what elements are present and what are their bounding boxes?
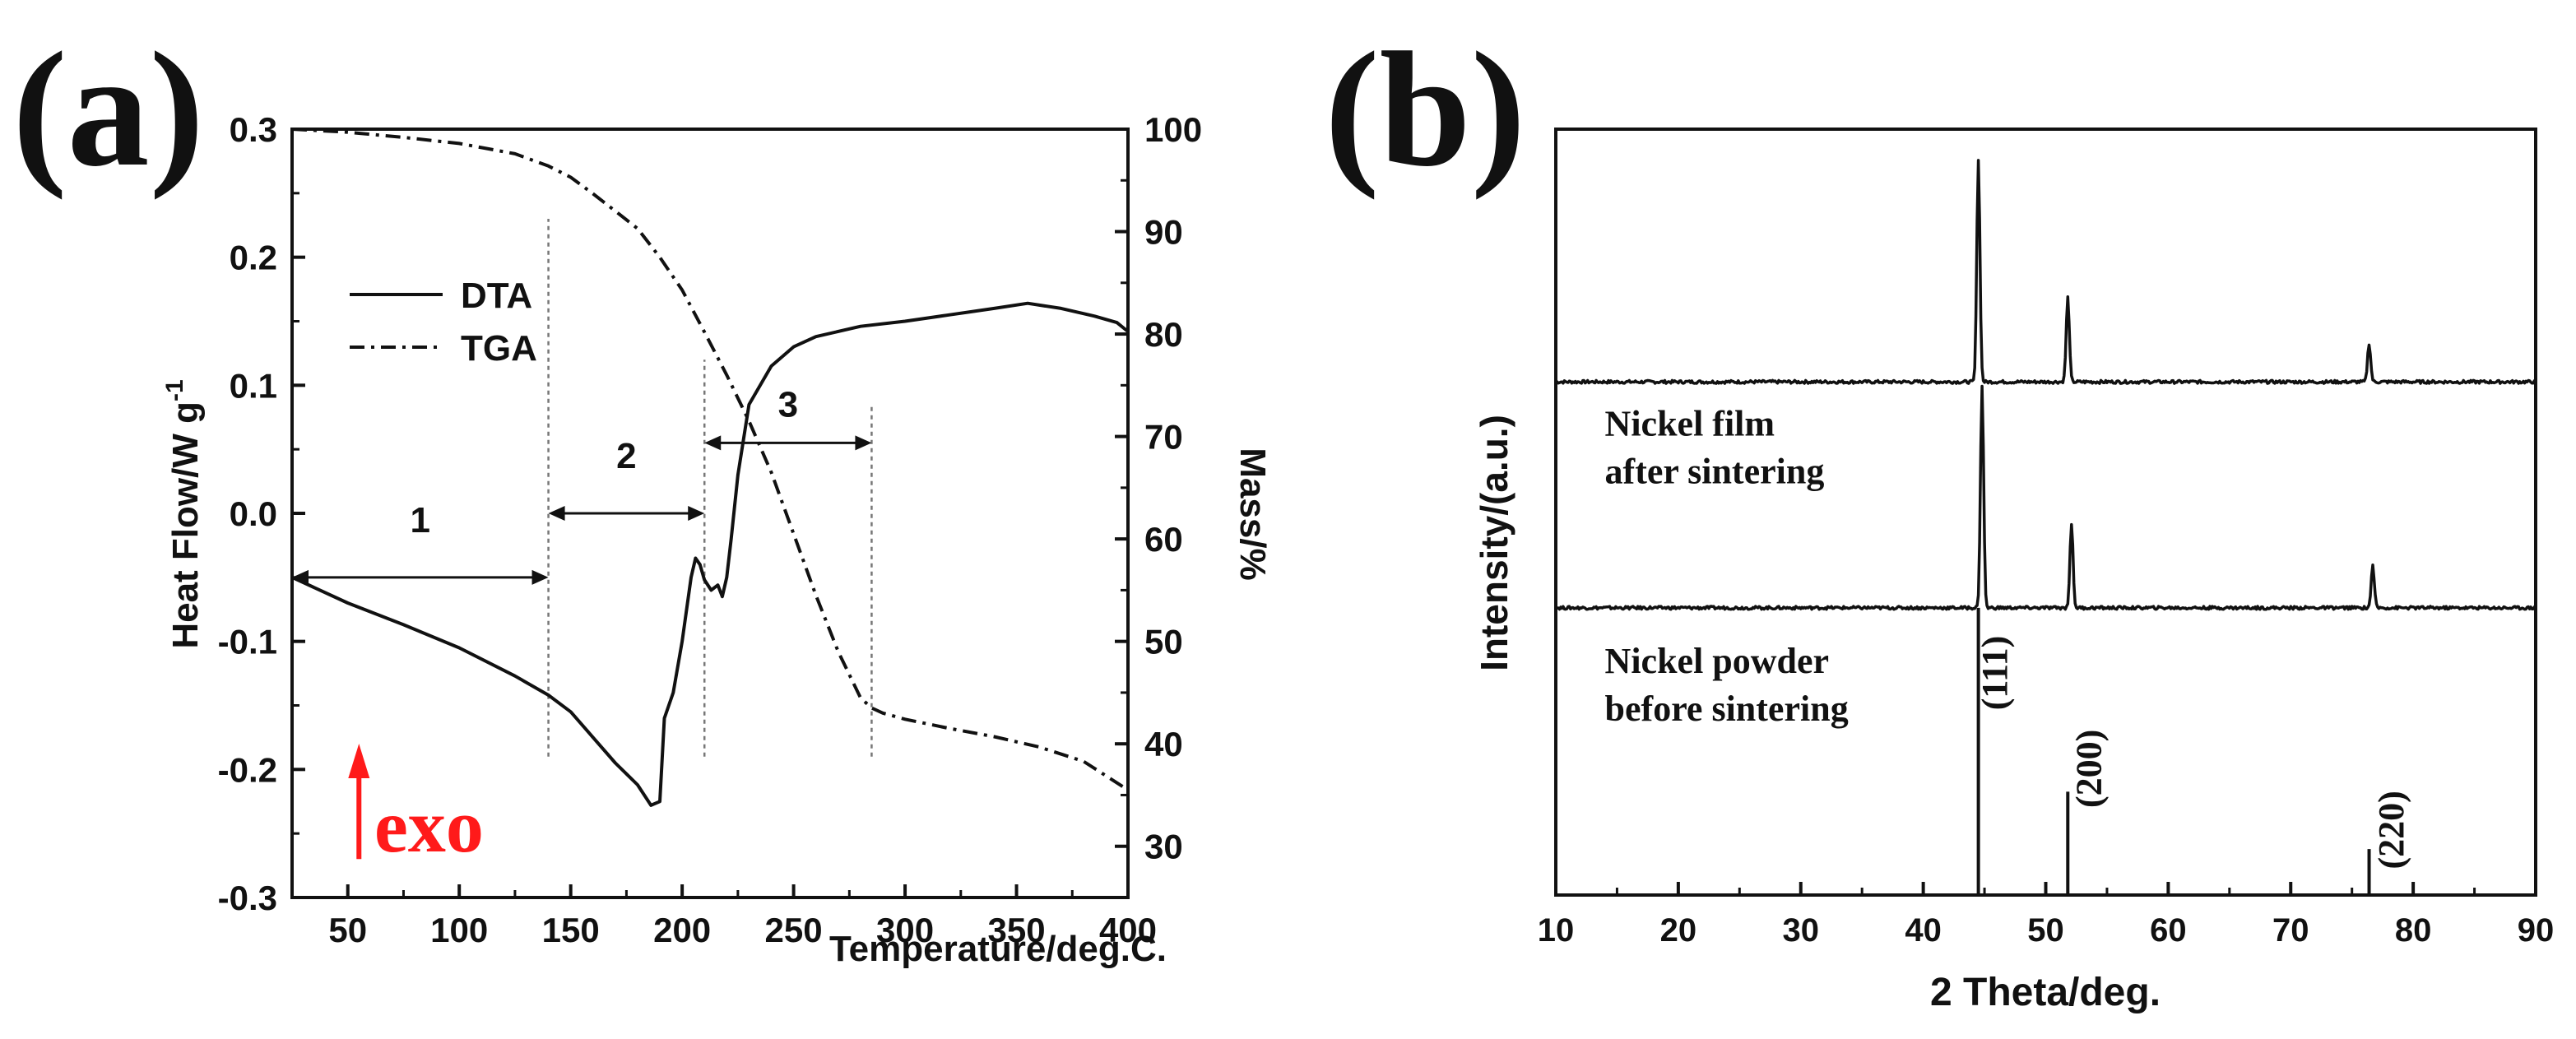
x-tick-label: 30 bbox=[1783, 912, 1820, 949]
legend-tga-label: TGA bbox=[461, 328, 537, 369]
panel-a-y-axis-title-superscript: -1 bbox=[161, 379, 188, 401]
series-tga-line bbox=[291, 128, 1130, 791]
panel-a-y2-axis-title-text: Mass/% bbox=[1232, 448, 1273, 580]
panel-b-ticks: 10 20 30 40 50 60 70 80 90 bbox=[1538, 882, 2555, 949]
svg-text:Heat Flow/W g-1: Heat Flow/W g-1 bbox=[161, 379, 206, 648]
panel-a-divider-lines bbox=[547, 218, 873, 757]
reference-peak-1-label: (200) bbox=[2068, 730, 2109, 808]
y-tick-label: 0.0 bbox=[230, 494, 277, 533]
x-tick-label: 350 bbox=[987, 911, 1045, 949]
legend-dta-label: DTA bbox=[461, 276, 532, 316]
x-tick-label: 150 bbox=[542, 911, 600, 949]
exo-label: exo bbox=[374, 784, 484, 868]
reference-peak-2-label: (220) bbox=[2371, 791, 2411, 869]
xrd-pattern-nickel-powder-line bbox=[1554, 384, 2537, 611]
region-2-label: 2 bbox=[616, 436, 636, 476]
panel-a-y2-axis-title: Mass/% bbox=[1232, 448, 1273, 580]
y-tick-label: -0.3 bbox=[218, 879, 277, 917]
series-label-nickel-powder: Nickel powder before sintering bbox=[1605, 641, 1849, 729]
series-dta-line bbox=[291, 301, 1130, 807]
y2-tick-label: 70 bbox=[1144, 418, 1183, 457]
panel-b: (b) (111) (200) (220) 10 20 30 40 50 60 70 80 90 N… bbox=[1325, 19, 2554, 1014]
panel-a-regions: 1 2 3 bbox=[292, 385, 872, 585]
y2-tick-label: 60 bbox=[1144, 520, 1183, 559]
y-tick-label: 0.2 bbox=[230, 239, 277, 277]
region-1-arrow-right-icon bbox=[531, 569, 549, 585]
region-2-arrow-right-icon bbox=[688, 506, 705, 521]
xrd-pattern-nickel-film-line bbox=[1555, 159, 2537, 385]
series-label-nickel-powder-line-2: before sintering bbox=[1605, 689, 1849, 729]
region-1-arrow-left-icon bbox=[292, 569, 309, 585]
x-tick-label: 400 bbox=[1099, 911, 1157, 949]
exo-annotation: exo bbox=[348, 743, 484, 868]
panel-a-x-axis-title: Temperature/deg.C. bbox=[829, 929, 1167, 969]
region-3-label: 3 bbox=[778, 385, 798, 425]
x-tick-label: 80 bbox=[2395, 912, 2432, 949]
panel-a-legend: DTA TGA bbox=[350, 276, 537, 369]
panel-b-label: (b) bbox=[1325, 19, 1525, 201]
reference-peak-0-label: (111) bbox=[1975, 636, 2015, 710]
panel-a-y-axis-title-text: Heat Flow/W g bbox=[165, 401, 206, 649]
x-tick-label: 50 bbox=[328, 911, 367, 949]
panel-a-ticks: 50 100 150 200 250 300 350 400-0.3-0.2-0.10.00.… bbox=[218, 110, 1202, 949]
panel-a-series bbox=[291, 128, 1130, 807]
x-tick-label: 300 bbox=[876, 911, 934, 949]
panel-a-label: (a) bbox=[12, 19, 204, 201]
y-tick-label: -0.1 bbox=[218, 623, 277, 661]
panel-a-plot-frame bbox=[290, 128, 1130, 899]
x-tick-label: 50 bbox=[2027, 912, 2064, 949]
exo-arrowhead-icon bbox=[348, 743, 370, 778]
panel-b-plot-frame bbox=[1554, 128, 2537, 897]
panel-a: (a) 50 100 150 200 250 300 350 400-0.3-0.2-0.10… bbox=[12, 19, 1273, 969]
x-tick-label: 200 bbox=[653, 911, 711, 949]
region-3-arrow-right-icon bbox=[855, 435, 872, 451]
series-label-nickel-film-line-1: Nickel film bbox=[1605, 403, 1775, 443]
panel-a-y-axis-title: Heat Flow/W g-1 bbox=[161, 379, 206, 648]
panel-b-series bbox=[1554, 159, 2537, 611]
y2-tick-label: 50 bbox=[1144, 623, 1183, 661]
y2-tick-label: 80 bbox=[1144, 315, 1183, 354]
y2-tick-label: 30 bbox=[1144, 828, 1183, 866]
x-tick-label: 10 bbox=[1538, 912, 1575, 949]
y2-tick-label: 100 bbox=[1144, 110, 1202, 149]
series-label-nickel-film: Nickel film after sintering bbox=[1605, 403, 1825, 491]
x-tick-label: 70 bbox=[2272, 912, 2309, 949]
panel-b-x-axis-title: 2 Theta/deg. bbox=[1930, 971, 2161, 1014]
y-tick-label: 0.1 bbox=[230, 366, 277, 405]
x-tick-label: 40 bbox=[1905, 912, 1942, 949]
panel-b-reference-peaks: (111) (200) (220) bbox=[1975, 607, 2411, 895]
y2-tick-label: 40 bbox=[1144, 725, 1183, 763]
x-tick-label: 20 bbox=[1660, 912, 1697, 949]
x-tick-label: 60 bbox=[2150, 912, 2187, 949]
x-tick-label: 90 bbox=[2518, 912, 2555, 949]
y2-tick-label: 90 bbox=[1144, 213, 1183, 252]
series-label-nickel-film-line-2: after sintering bbox=[1605, 451, 1825, 491]
y-tick-label: -0.2 bbox=[218, 750, 277, 789]
panel-b-y-axis-title: Intensity/(a.u.) bbox=[1473, 415, 1515, 671]
region-1-label: 1 bbox=[411, 500, 430, 540]
x-tick-label: 100 bbox=[430, 911, 488, 949]
y-tick-label: 0.3 bbox=[230, 110, 277, 149]
region-3-arrow-left-icon bbox=[704, 435, 722, 451]
x-tick-label: 250 bbox=[765, 911, 823, 949]
panel-b-y-axis-title-text: Intensity/(a.u.) bbox=[1473, 415, 1515, 671]
region-2-arrow-left-icon bbox=[548, 506, 565, 521]
series-label-nickel-powder-line-1: Nickel powder bbox=[1605, 641, 1829, 681]
